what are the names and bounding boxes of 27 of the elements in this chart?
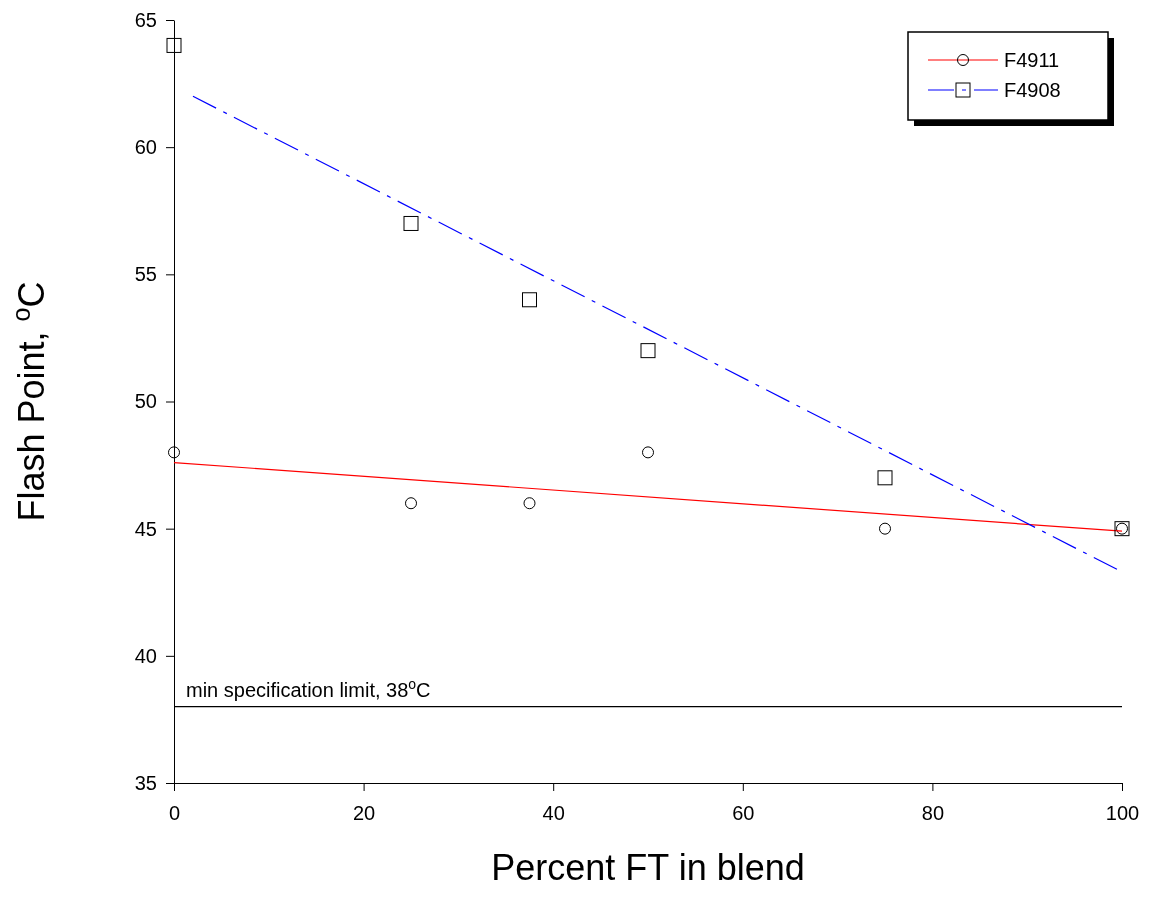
y-tick-label: 60: [134, 136, 157, 159]
point: [640, 343, 656, 359]
x-tick-label: 20: [352, 802, 376, 824]
point: [877, 470, 893, 486]
point: [168, 446, 180, 459]
y-tick-label: 55: [134, 263, 157, 286]
x-tick-label: 80: [921, 802, 945, 824]
y-tick-label: 65: [134, 8, 157, 31]
point: [642, 446, 654, 459]
x-tick-label: 60: [732, 802, 755, 824]
point: [522, 292, 537, 308]
point: [403, 215, 419, 231]
legend-label: F4908: [1004, 79, 1061, 101]
point: [405, 497, 417, 510]
y-tick-label: 40: [134, 644, 157, 667]
x-axis-title: Percent FT in blend: [491, 847, 805, 888]
y-tick-label: 45: [134, 517, 157, 540]
point: [879, 522, 891, 535]
point: [523, 497, 536, 510]
point: [166, 37, 182, 53]
x-tick-label: 40: [542, 802, 565, 824]
legend-label: F4911: [1004, 49, 1060, 71]
x-tick-label: 0: [168, 802, 181, 824]
ref-line-label: min specification limit, 38$^{o}$C: [186, 675, 431, 701]
y-tick-label: 35: [134, 771, 157, 794]
y-tick-label: 50: [134, 390, 157, 413]
x-tick-label: 100: [1105, 802, 1140, 824]
